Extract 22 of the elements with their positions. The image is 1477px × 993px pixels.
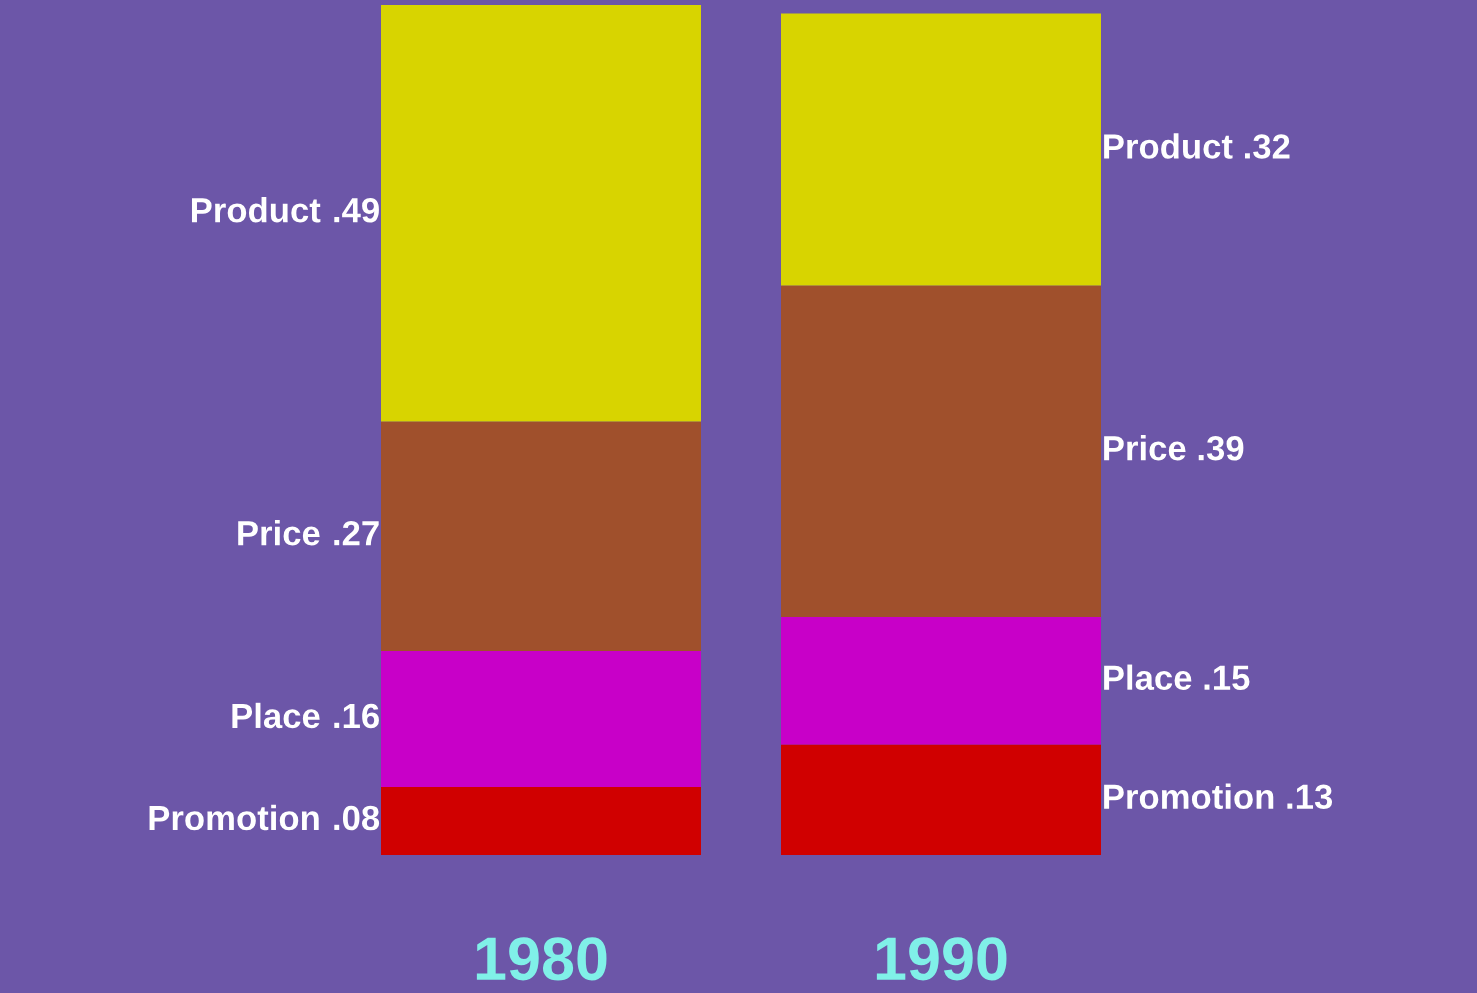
series-label: Product: [191, 197, 321, 223]
bar: [381, 421, 701, 651]
data-label: .27: [334, 520, 379, 546]
x-tick-label: 1990: [876, 937, 1007, 981]
bar: [381, 4, 701, 422]
bar: [781, 744, 1101, 855]
bar: [781, 285, 1101, 617]
data-label: .16: [334, 703, 379, 729]
bar: [381, 786, 701, 855]
bar: [781, 13, 1101, 286]
text: Product .32: [1104, 133, 1290, 159]
series-label: Place: [232, 702, 320, 729]
data-label: .08: [334, 805, 380, 831]
series-label: Price: [238, 520, 320, 546]
bar: [381, 650, 701, 787]
bar: [781, 616, 1101, 745]
data-label: .49: [334, 197, 379, 223]
text: Place .15: [1104, 664, 1250, 691]
text: Promotion .13: [1104, 783, 1333, 810]
text: Price .39: [1104, 435, 1244, 461]
x-tick-label: 1980: [476, 937, 607, 981]
series-label: Promotion: [149, 804, 319, 831]
